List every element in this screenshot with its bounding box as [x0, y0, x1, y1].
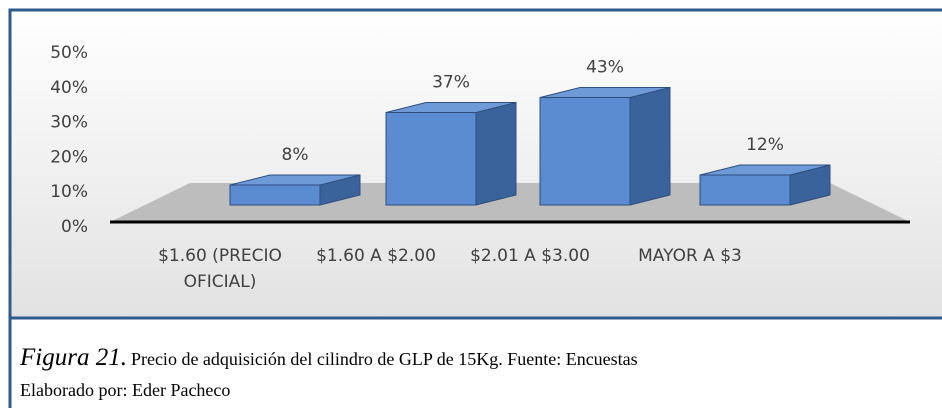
- y-tick-label: 10%: [50, 182, 88, 202]
- value-label: 37%: [432, 73, 470, 93]
- y-tick-label: 40%: [50, 78, 88, 98]
- x-tick-label: $1.60 (PRECIO OFICIAL): [158, 246, 282, 292]
- bar: [229, 184, 321, 206]
- value-label: 12%: [746, 135, 784, 155]
- y-tick-label: 30%: [50, 113, 88, 133]
- bar-side: [629, 86, 671, 206]
- value-label: 43%: [586, 58, 624, 78]
- caption-author: Elaborado por: Eder Pacheco: [20, 380, 231, 400]
- x-tick-label: $1.60 A $2.00: [316, 246, 436, 266]
- bar: [539, 97, 631, 206]
- bar-side: [475, 101, 517, 206]
- bar: [385, 112, 477, 206]
- y-tick-label: 20%: [50, 147, 88, 167]
- caption-text: Precio de adquisición del cilindro de GL…: [130, 349, 638, 369]
- bar: [699, 174, 791, 206]
- value-label: 8%: [282, 145, 309, 165]
- x-tick-label: MAYOR A $3: [638, 246, 742, 266]
- y-tick-label: 0%: [61, 217, 88, 237]
- x-tick-label: $2.01 A $3.00: [470, 246, 590, 266]
- y-tick-label: 50%: [50, 43, 88, 63]
- figure-label: Figura 21.: [20, 344, 127, 371]
- caption: Figura 21. Precio de adquisición del cil…: [20, 344, 638, 372]
